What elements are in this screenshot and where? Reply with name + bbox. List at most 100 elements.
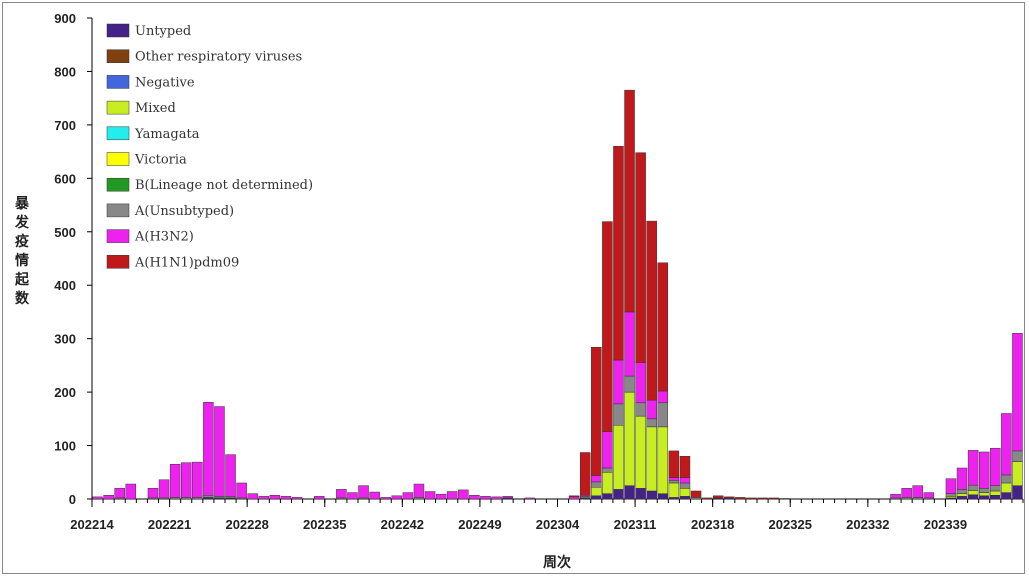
bar-segment [912, 485, 923, 498]
bar-segment [657, 402, 669, 428]
bar-segment [203, 495, 214, 498]
legend-label: Yamagata [134, 127, 200, 142]
bar-segment [923, 492, 935, 499]
legend-swatch [106, 229, 130, 243]
x-tick-label: 202228 [225, 517, 268, 532]
bar-segment [591, 346, 602, 476]
legend-label: Victoria [134, 153, 187, 168]
bar-segment [258, 496, 270, 500]
bar-segment [114, 488, 125, 499]
bar-segment [746, 497, 757, 500]
bar-segment [435, 493, 447, 500]
legend-swatch [106, 49, 130, 63]
bar-segment [313, 496, 325, 500]
bar-segment [657, 390, 669, 404]
bar-segment [458, 489, 469, 500]
y-axis-label: 暴发疫情起数 [14, 196, 30, 307]
bar-segment [579, 452, 591, 496]
y-tick-label: 0 [69, 492, 76, 507]
bar-segment [469, 495, 480, 500]
bar-segment [635, 362, 646, 404]
bar-segment [1012, 485, 1023, 500]
bar-segment [1001, 413, 1012, 476]
bar-segment [591, 495, 602, 500]
bar-segment [358, 485, 369, 499]
x-tick-label: 202304 [536, 517, 580, 532]
bar-segment [613, 146, 624, 361]
bar-segment [768, 497, 779, 500]
bar-segment [712, 495, 724, 499]
bar-segment [591, 475, 602, 483]
bar-segment [779, 498, 790, 500]
bar-segment [491, 496, 502, 500]
bar-segment [668, 477, 680, 481]
legend-swatch [106, 177, 130, 192]
bar-segment [602, 431, 613, 469]
bar-segment [269, 495, 281, 500]
bar-segment [424, 491, 436, 500]
bar-segment [657, 262, 669, 392]
bar-series [92, 89, 1023, 500]
legend-label: A(Unsubtyped) [134, 204, 234, 219]
bar-segment [646, 220, 657, 401]
legend-swatch [106, 203, 130, 218]
bar-segment [635, 488, 646, 500]
x-tick-label: 202318 [691, 517, 734, 532]
bar-segment [524, 497, 536, 500]
bar-segment [247, 493, 258, 500]
x-axis-label: 周次 [543, 554, 571, 571]
bar-segment [646, 418, 657, 428]
x-tick-label: 202311 [614, 517, 657, 532]
legend-swatch [106, 126, 130, 141]
bar-segment [978, 492, 990, 497]
y-tick-label: 100 [54, 439, 76, 454]
bar-segment [701, 497, 713, 500]
y-tick-label: 800 [54, 64, 76, 79]
bar-segment [735, 497, 746, 500]
bar-segment [1012, 333, 1023, 452]
y-tick-label: 200 [54, 385, 76, 400]
bar-segment [613, 403, 624, 426]
bar-segment [978, 495, 990, 500]
bar-segment [956, 493, 968, 497]
bar-segment [990, 490, 1001, 496]
bar-segment [679, 482, 691, 489]
legend-swatch [106, 255, 130, 269]
bar-segment [668, 482, 680, 498]
bar-segment [291, 497, 303, 500]
bar-segment [967, 490, 979, 495]
bar-segment [602, 493, 613, 500]
bar-segment [1001, 492, 1012, 500]
bar-segment [480, 496, 491, 500]
bar-segment [502, 496, 513, 499]
legend-swatch [106, 100, 130, 115]
legend-label: A(H1N1)pdm09 [134, 255, 239, 270]
y-tick-label: 500 [54, 225, 76, 240]
bar-segment [402, 492, 414, 500]
y-tick-label: 600 [54, 171, 76, 186]
legend-swatch [106, 23, 130, 38]
bar-segment [225, 454, 236, 497]
bar-segment [125, 483, 137, 500]
bar-segment [103, 495, 114, 500]
bar-segment [956, 489, 968, 494]
x-tick-label: 202235 [303, 517, 346, 532]
bar-segment [635, 415, 646, 489]
bar-segment [646, 399, 657, 420]
bar-segment [613, 359, 624, 405]
bar-segment [347, 492, 358, 500]
bar-segment [624, 391, 635, 486]
bar-segment [180, 462, 192, 498]
y-tick-label: 300 [54, 332, 76, 347]
bar-segment [568, 496, 580, 500]
legend-label: Other respiratory viruses [135, 50, 302, 65]
legend-label: Negative [135, 75, 195, 90]
bar-segment [901, 488, 912, 498]
bar-segment [679, 496, 691, 500]
bar-segment [990, 495, 1001, 500]
bar-segment [624, 89, 635, 313]
bar-segment [690, 490, 702, 498]
bar-segment [203, 402, 214, 496]
bar-segment [757, 497, 768, 500]
